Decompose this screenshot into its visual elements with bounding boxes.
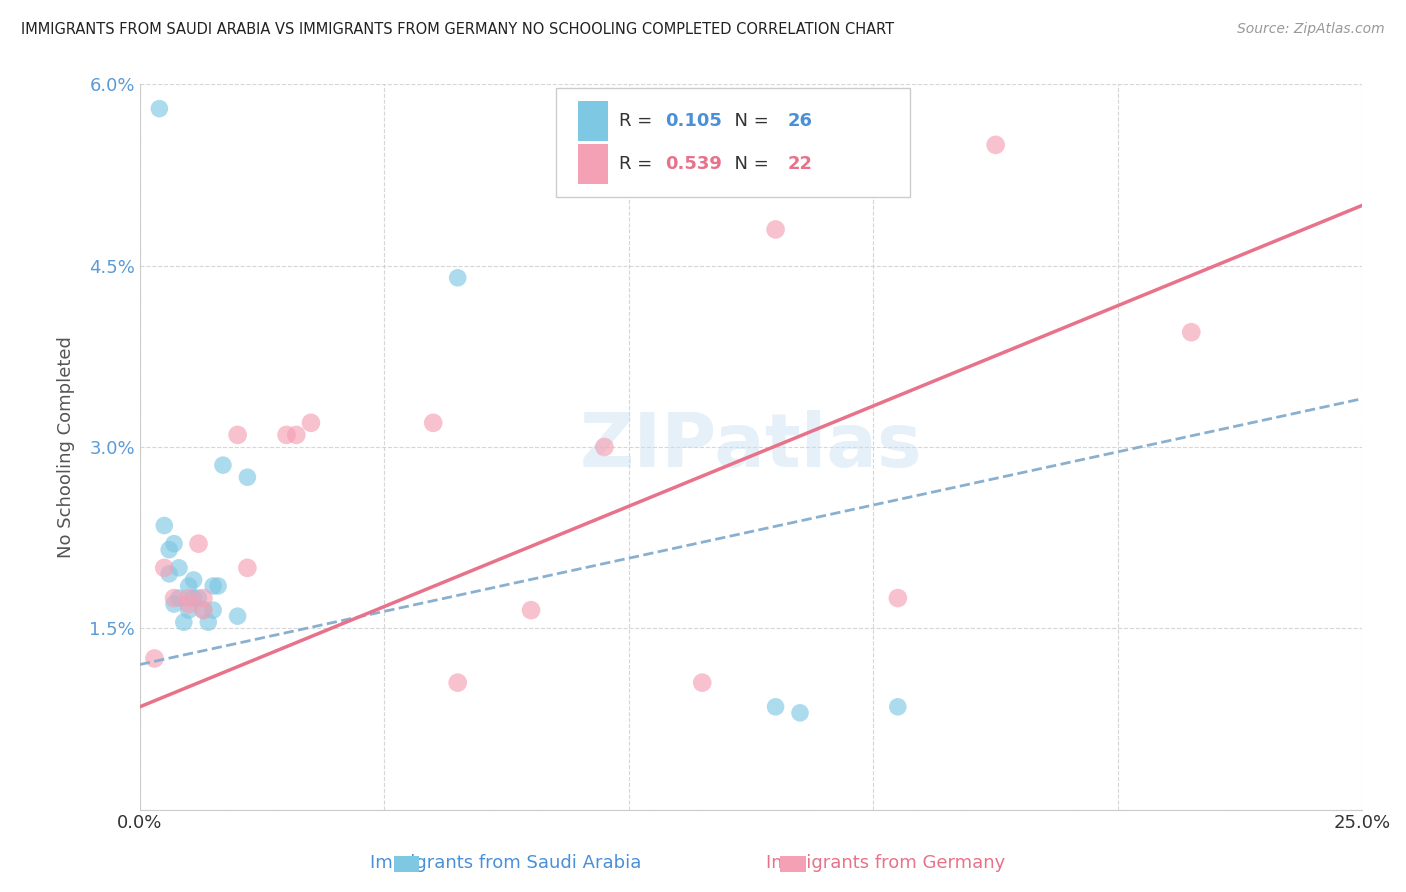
Point xyxy=(765,699,787,714)
Point xyxy=(148,102,170,116)
Text: N =: N = xyxy=(723,112,775,129)
Point xyxy=(163,536,186,550)
Point xyxy=(226,609,249,624)
Point xyxy=(285,428,308,442)
Point xyxy=(765,222,787,236)
Text: 0.539: 0.539 xyxy=(665,155,723,173)
Point xyxy=(447,675,470,690)
Point xyxy=(887,699,910,714)
Text: ZIPatlas: ZIPatlas xyxy=(579,410,922,483)
Point xyxy=(177,579,200,593)
Point xyxy=(157,566,180,581)
Point xyxy=(207,579,229,593)
Text: Immigrants from Saudi Arabia: Immigrants from Saudi Arabia xyxy=(370,855,643,872)
Point xyxy=(202,603,225,617)
Point xyxy=(163,591,186,605)
Point xyxy=(153,561,176,575)
Point xyxy=(690,675,713,690)
Point xyxy=(212,458,235,472)
Point xyxy=(447,270,470,285)
Point xyxy=(167,561,190,575)
Point xyxy=(143,651,166,665)
Point xyxy=(193,603,215,617)
FancyBboxPatch shape xyxy=(578,145,607,184)
Point xyxy=(789,706,811,720)
Text: 26: 26 xyxy=(787,112,813,129)
Point xyxy=(163,597,186,611)
Point xyxy=(183,573,205,587)
Point xyxy=(177,597,200,611)
Text: Source: ZipAtlas.com: Source: ZipAtlas.com xyxy=(1237,22,1385,37)
Point xyxy=(183,591,205,605)
Point xyxy=(167,591,190,605)
Point xyxy=(236,561,259,575)
Text: 22: 22 xyxy=(787,155,813,173)
Point xyxy=(226,428,249,442)
Point xyxy=(236,470,259,484)
Point xyxy=(173,615,195,630)
Point xyxy=(593,440,616,454)
Text: R =: R = xyxy=(619,155,658,173)
Point xyxy=(187,536,209,550)
Text: IMMIGRANTS FROM SAUDI ARABIA VS IMMIGRANTS FROM GERMANY NO SCHOOLING COMPLETED C: IMMIGRANTS FROM SAUDI ARABIA VS IMMIGRAN… xyxy=(21,22,894,37)
Point xyxy=(187,591,209,605)
Point xyxy=(299,416,322,430)
Point xyxy=(157,542,180,557)
Point xyxy=(202,579,225,593)
FancyBboxPatch shape xyxy=(578,101,607,141)
Y-axis label: No Schooling Completed: No Schooling Completed xyxy=(58,336,75,558)
Text: N =: N = xyxy=(723,155,775,173)
Point xyxy=(153,518,176,533)
Point xyxy=(422,416,444,430)
Text: R =: R = xyxy=(619,112,658,129)
Point xyxy=(984,137,1007,152)
Point xyxy=(276,428,298,442)
Text: Immigrants from Germany: Immigrants from Germany xyxy=(766,855,1005,872)
FancyBboxPatch shape xyxy=(555,88,910,197)
Point xyxy=(193,591,215,605)
Point xyxy=(177,591,200,605)
Text: 0.105: 0.105 xyxy=(665,112,723,129)
Point xyxy=(193,603,215,617)
Point xyxy=(887,591,910,605)
Point xyxy=(520,603,543,617)
Point xyxy=(197,615,219,630)
Point xyxy=(177,603,200,617)
Point xyxy=(1180,325,1202,339)
